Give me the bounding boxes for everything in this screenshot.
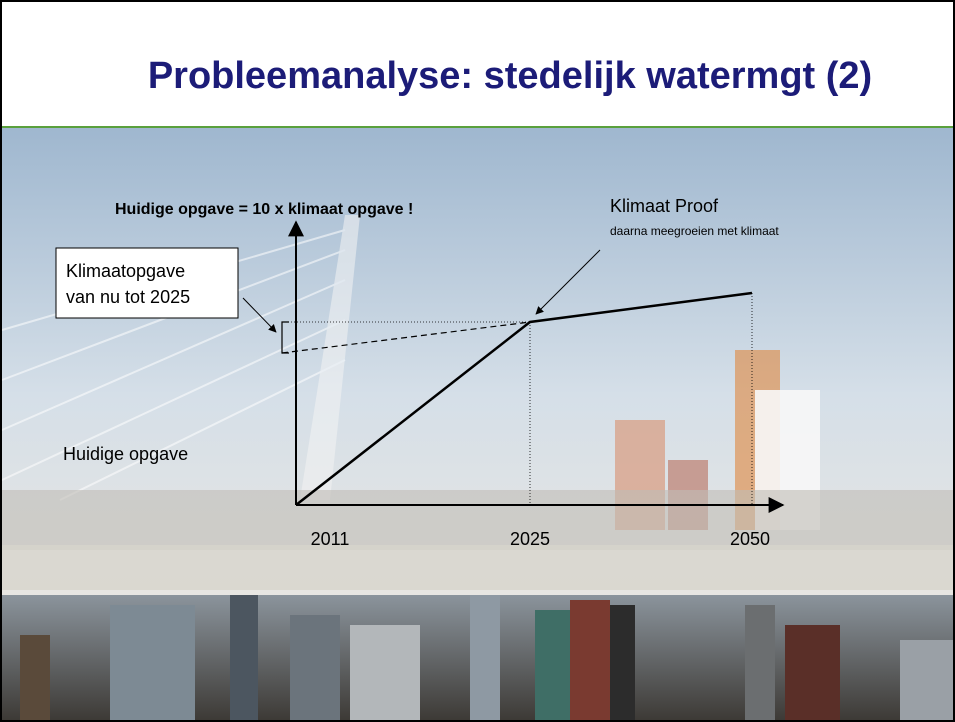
left-label: Huidige opgave xyxy=(63,444,188,464)
heading: Huidige opgave = 10 x klimaat opgave ! xyxy=(115,201,413,218)
city-skyline xyxy=(2,595,953,720)
bracket xyxy=(281,321,289,354)
callout-box xyxy=(55,247,239,319)
callout-line: Klimaatopgave xyxy=(66,261,185,281)
x-label: 2050 xyxy=(730,529,770,549)
x-label: 2025 xyxy=(510,529,550,549)
diagram xyxy=(55,220,785,513)
dashed-line xyxy=(281,321,531,354)
callout-arrow xyxy=(242,297,277,333)
x-label: 2011 xyxy=(311,529,350,549)
proof-title: Klimaat Proof xyxy=(610,196,719,216)
slide-title: Probleemanalyse: stedelijk watermgt (2) xyxy=(148,55,872,97)
callout-line: van nu tot 2025 xyxy=(66,287,190,307)
proof-arrow xyxy=(535,249,601,315)
proof-subtitle: daarna meegroeien met klimaat xyxy=(610,224,779,238)
